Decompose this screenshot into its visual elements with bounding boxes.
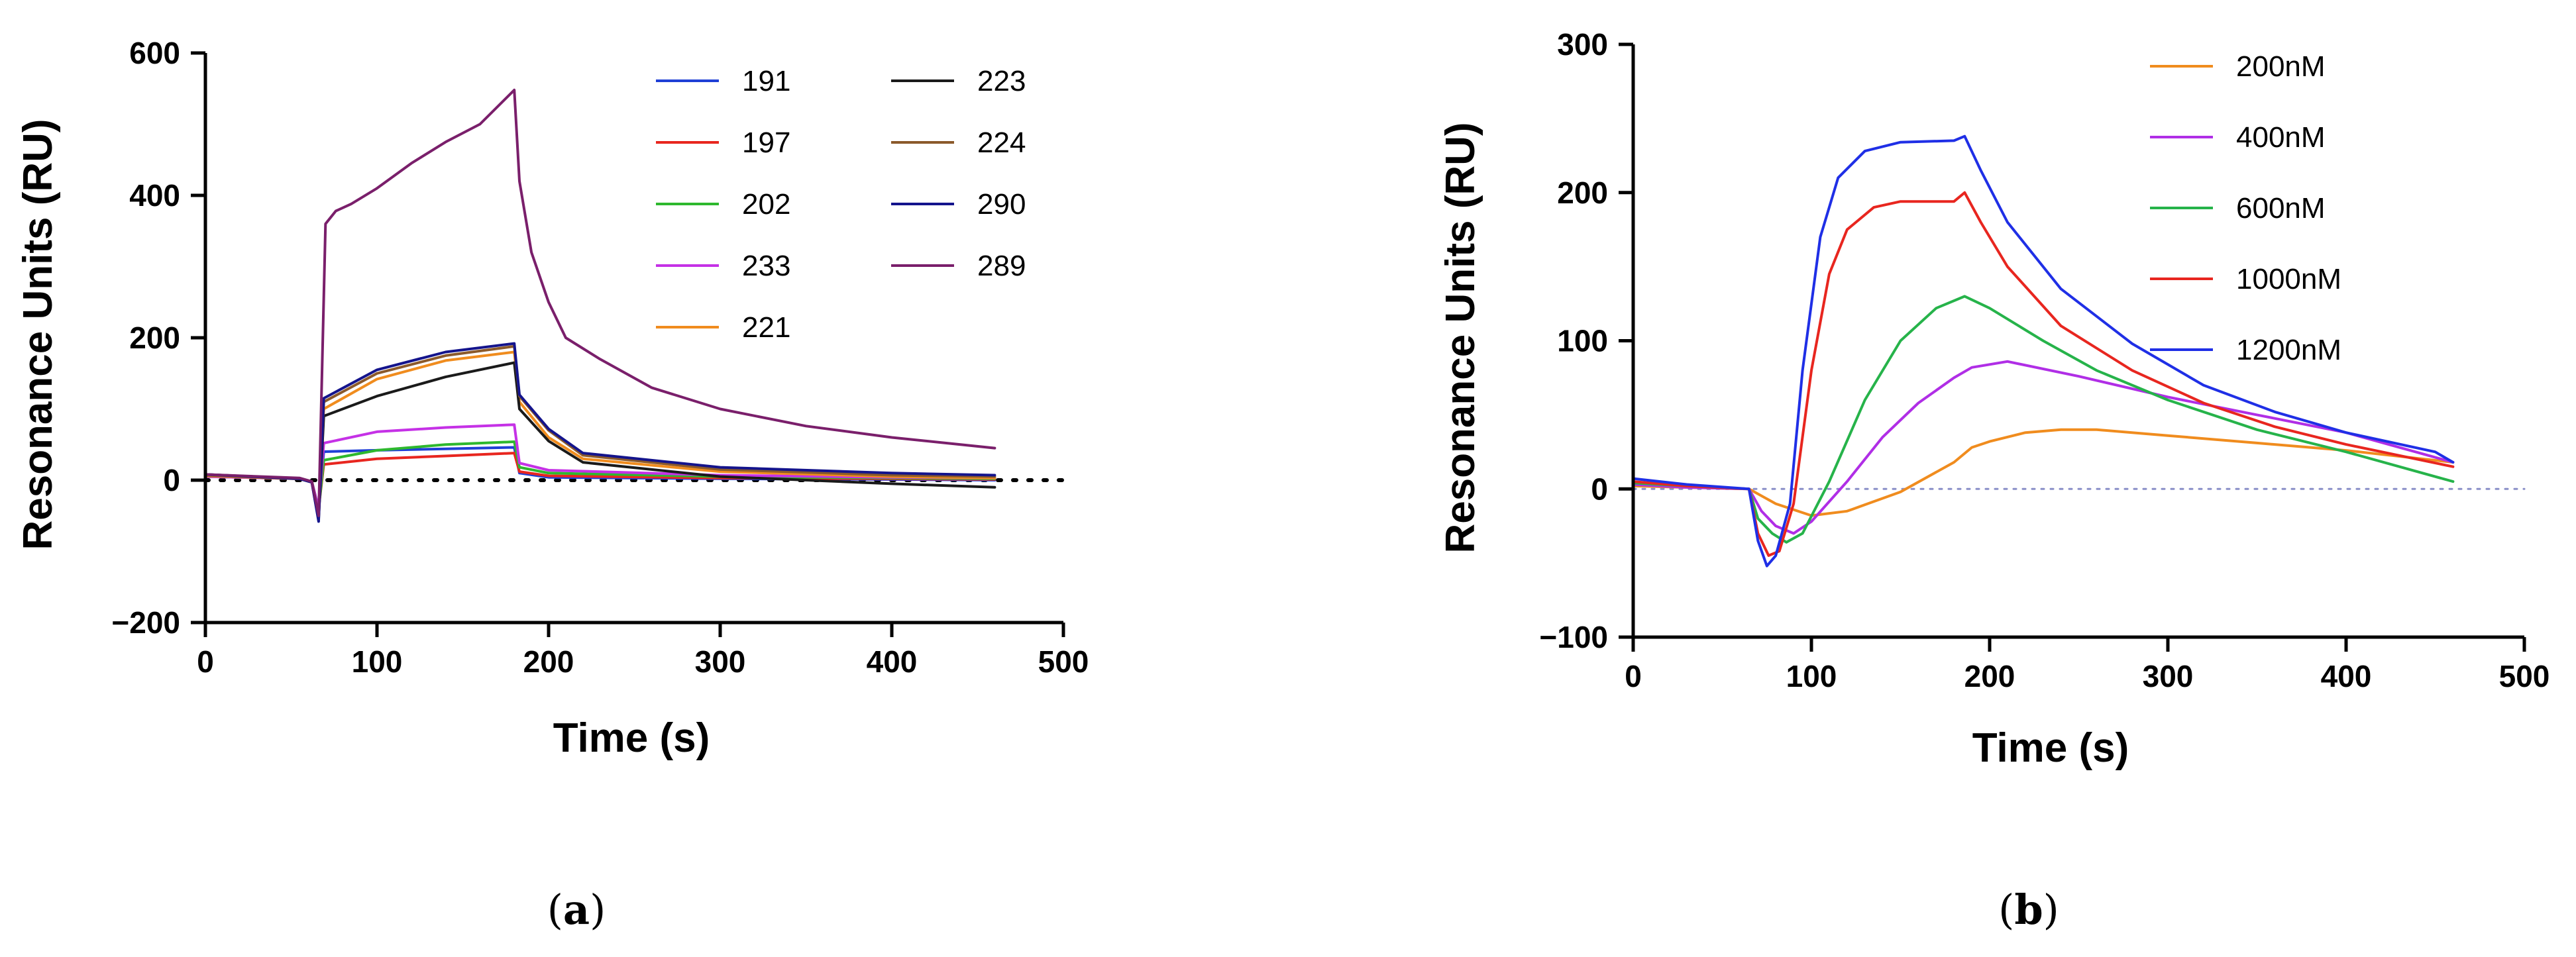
x-axis-label: Time (s): [553, 715, 710, 761]
legend-label-221: 221: [742, 311, 790, 344]
y-tick-label: 400: [129, 178, 180, 213]
chart-panel-a: Resonance Units (RU) Time (s) 0 100 200 300…: [15, 36, 1089, 761]
legend-label-1200nM: 1200nM: [2236, 334, 2341, 366]
series-line-223: [204, 361, 996, 521]
x-tick-label: 200: [523, 644, 574, 679]
series-line-1000nM: [1632, 191, 2455, 557]
y-axis-label: Resonance Units (RU): [15, 119, 61, 550]
x-tick-label: 0: [197, 644, 214, 679]
x-tick-label: 200: [1964, 659, 2015, 693]
y-tick-label: −200: [111, 605, 180, 640]
panel-caption-a: (a): [547, 885, 606, 934]
y-tick-label: 600: [129, 36, 180, 70]
legend-label-197: 197: [742, 126, 790, 159]
legend-label-223: 223: [977, 65, 1026, 97]
legend-label-224: 224: [977, 126, 1026, 159]
y-tick-label: 0: [163, 463, 180, 497]
y-tick-label: 200: [129, 321, 180, 355]
y-tick-label: 300: [1557, 27, 1608, 62]
legend-label-1000nM: 1000nM: [2236, 263, 2341, 295]
x-tick-label: 100: [1786, 659, 1837, 693]
legend-label-200nM: 200nM: [2236, 50, 2326, 83]
legend-label-289: 289: [977, 250, 1026, 282]
series-line-600nM: [1632, 295, 2455, 544]
y-tick-label: 0: [1591, 472, 1608, 506]
legend-label-233: 233: [742, 250, 790, 282]
y-tick-label: 200: [1557, 176, 1608, 210]
x-tick-label: 100: [352, 644, 403, 679]
x-tick-label: 300: [695, 644, 746, 679]
series-line-1200nM: [1632, 134, 2455, 568]
x-tick-label: 500: [1038, 644, 1089, 679]
plot-area: 0 100 200 300 400 500 −200 0 200 400 600 191 197 202 2…: [111, 36, 1089, 679]
x-axis-label: Time (s): [1972, 725, 2129, 771]
x-tick-label: 400: [867, 644, 918, 679]
legend-label-600nM: 600nM: [2236, 192, 2326, 225]
y-tick-label: −100: [1539, 620, 1608, 654]
series-line-200nM: [1632, 428, 2455, 517]
legend-label-191: 191: [742, 65, 790, 97]
chart-panel-b: Resonance Units (RU) Time (s) 0 100 200 300…: [1438, 27, 2549, 771]
y-tick-label: 100: [1557, 324, 1608, 358]
series-line-400nM: [1632, 360, 2455, 535]
x-tick-label: 500: [2499, 659, 2550, 693]
x-tick-label: 0: [1625, 659, 1642, 693]
series-line-289: [204, 88, 996, 517]
plot-area: 0 100 200 300 400 500 −100 0 100 200 300 200nM 400nM…: [1539, 27, 2549, 693]
x-tick-label: 300: [2143, 659, 2194, 693]
x-tick-label: 400: [2321, 659, 2372, 693]
legend-label-290: 290: [977, 188, 1026, 221]
legend-label-400nM: 400nM: [2236, 121, 2326, 154]
panel-caption-b: (b): [1998, 885, 2059, 934]
y-axis-label: Resonance Units (RU): [1438, 122, 1483, 553]
legend-label-202: 202: [742, 188, 790, 221]
